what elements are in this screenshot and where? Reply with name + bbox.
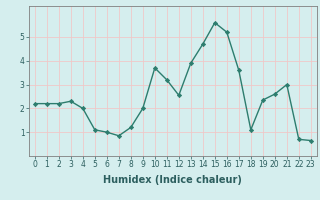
X-axis label: Humidex (Indice chaleur): Humidex (Indice chaleur) — [103, 175, 242, 185]
